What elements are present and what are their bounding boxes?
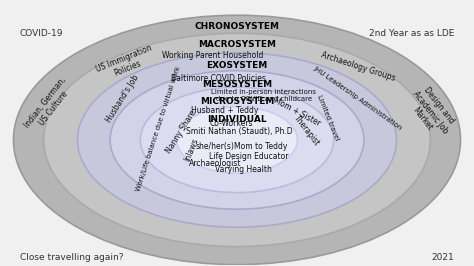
Text: Indian, German,
US Culture: Indian, German, US Culture <box>23 75 76 136</box>
Text: CHRONOSYSTEM: CHRONOSYSTEM <box>194 22 280 31</box>
Text: Co-Workers: Co-Workers <box>209 119 253 128</box>
Text: Inlaws: Inlaws <box>182 137 200 163</box>
Text: JHU Leadership Administration: JHU Leadership Administration <box>312 65 403 131</box>
Text: MESOSYSTEM: MESOSYSTEM <box>202 80 272 89</box>
Text: Husband + Teddy: Husband + Teddy <box>191 106 259 115</box>
Text: EXOSYSTEM: EXOSYSTEM <box>206 61 268 70</box>
Text: 2021: 2021 <box>432 253 455 262</box>
Text: MICROSYSTEM: MICROSYSTEM <box>200 97 274 106</box>
Text: 2nd Year as as LDE: 2nd Year as as LDE <box>369 29 455 38</box>
Text: Life Design Educator: Life Design Educator <box>210 152 289 161</box>
Text: INDIVIDUAL: INDIVIDUAL <box>207 115 267 124</box>
Text: Working Parent Household: Working Parent Household <box>162 51 264 60</box>
Text: Work/Life balance due to virtual work: Work/Life balance due to virtual work <box>136 65 182 192</box>
Text: Husband's Job: Husband's Job <box>104 73 140 124</box>
Text: Mom + Sister: Mom + Sister <box>273 96 322 128</box>
Text: Varying Health: Varying Health <box>215 164 272 173</box>
Text: Limited travel: Limited travel <box>316 94 339 141</box>
Text: Smiti Nathan (Staudt), Ph.D: Smiti Nathan (Staudt), Ph.D <box>186 127 293 136</box>
Text: US Immigration
Policies: US Immigration Policies <box>95 44 157 84</box>
Text: Archaeologist: Archaeologist <box>189 159 241 168</box>
Text: Archaeology Groups: Archaeology Groups <box>319 50 396 83</box>
Text: she/her(s): she/her(s) <box>196 142 235 151</box>
Text: Design and
Academic Job
Market: Design and Academic Job Market <box>403 83 458 142</box>
Text: Close travelling again?: Close travelling again? <box>19 253 123 262</box>
Text: Baltimore COVID Policies: Baltimore COVID Policies <box>172 74 266 84</box>
Text: Limited in-person interactions
due to COVID and childcare: Limited in-person interactions due to CO… <box>211 89 316 102</box>
Ellipse shape <box>13 15 461 265</box>
Ellipse shape <box>140 87 334 193</box>
Text: COVID-19: COVID-19 <box>19 29 63 38</box>
Text: Therapist: Therapist <box>292 113 322 147</box>
Ellipse shape <box>44 33 430 247</box>
Text: MACROSYSTEM: MACROSYSTEM <box>198 40 276 49</box>
Text: Mom to Teddy: Mom to Teddy <box>235 142 288 151</box>
Text: Nanny Share: Nanny Share <box>164 108 198 155</box>
Ellipse shape <box>177 107 297 173</box>
Ellipse shape <box>78 53 396 227</box>
Ellipse shape <box>110 71 364 209</box>
